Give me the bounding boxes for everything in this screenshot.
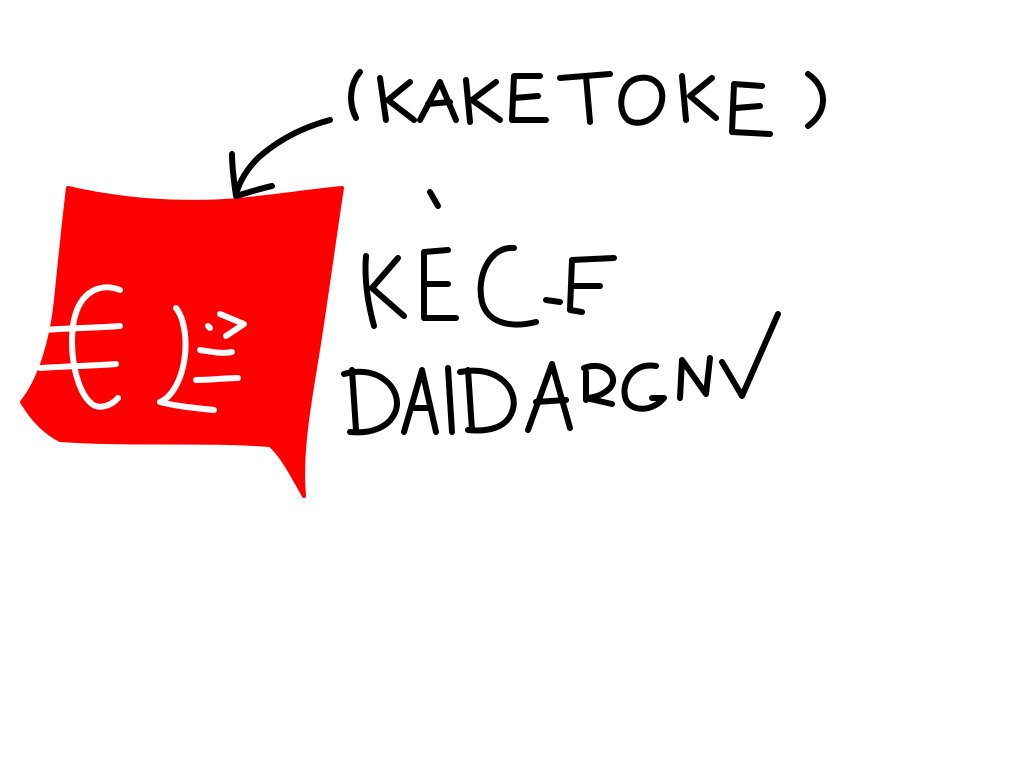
flag-symbol-arrow bbox=[217, 311, 247, 339]
arrow-shaft bbox=[233, 117, 333, 197]
flag-symbol-dash-bottom bbox=[193, 375, 241, 383]
flag-symbol-hook-tail bbox=[157, 399, 217, 413]
flag-symbol-dash-top bbox=[197, 347, 235, 356]
flag-symbol bbox=[37, 284, 247, 413]
arrow-head bbox=[229, 151, 275, 199]
caption-line-2-strokes bbox=[341, 311, 781, 436]
flag-symbol-euro-bar-top bbox=[41, 323, 123, 333]
annotation-label-strokes bbox=[348, 69, 826, 137]
flag-symbol-hook bbox=[157, 305, 189, 405]
flag-symbol-dot bbox=[205, 323, 213, 331]
accent-mark bbox=[427, 189, 441, 209]
caption-line-1-strokes bbox=[362, 244, 617, 329]
arrow-to-flag bbox=[229, 117, 333, 199]
flag-symbol-euro-bar-bottom bbox=[37, 361, 119, 371]
